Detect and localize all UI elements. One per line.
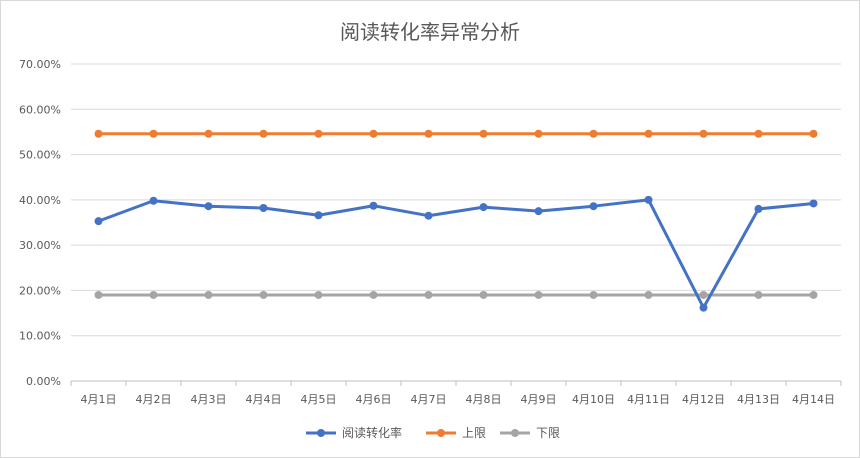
legend-label: 下限 [536, 426, 560, 440]
data-point [94, 290, 103, 299]
axes: 0.00% 10.00% 20.00% 30.00% 40.00% 50.00% 60.00… [19, 58, 842, 406]
data-point [204, 129, 213, 138]
x-tick-label: 4月3日 [191, 393, 227, 406]
legend: 阅读转化率 上限 下限 [306, 425, 560, 440]
data-point [259, 290, 268, 299]
data-point [754, 290, 763, 299]
x-tick-label: 4月6日 [356, 393, 392, 406]
data-point [479, 203, 488, 212]
x-tick-label: 4月1日 [81, 393, 117, 406]
x-tick-label: 4月12日 [682, 393, 725, 406]
data-point [204, 290, 213, 299]
data-point [809, 199, 818, 208]
x-tick-label: 4月10日 [572, 393, 615, 406]
x-tick-label: 4月14日 [792, 393, 835, 406]
x-tick-label: 4月9日 [521, 393, 557, 406]
x-tick-label: 4月8日 [466, 393, 502, 406]
x-tick-label: 4月11日 [627, 393, 670, 406]
legend-label: 上限 [462, 426, 486, 440]
series-2 [94, 290, 818, 299]
data-point [314, 290, 323, 299]
data-point [644, 195, 653, 204]
y-tick-label: 10.00% [19, 330, 61, 343]
y-tick-label: 50.00% [19, 149, 61, 162]
series-0 [94, 195, 818, 312]
data-point [314, 129, 323, 138]
data-point [369, 290, 378, 299]
data-point [259, 129, 268, 138]
y-tick-label: 40.00% [19, 194, 61, 207]
data-point [94, 129, 103, 138]
data-point [149, 196, 158, 205]
series-line [97, 198, 814, 310]
legend-item: 阅读转化率 [306, 425, 402, 440]
series-1 [94, 129, 818, 138]
data-point [644, 290, 653, 299]
legend-label: 阅读转化率 [342, 425, 402, 440]
legend-swatch-marker [437, 429, 445, 437]
data-point [424, 129, 433, 138]
legend-item: 上限 [426, 426, 486, 440]
y-tick-label: 0.00% [26, 375, 61, 388]
data-point [589, 202, 598, 211]
data-point [589, 129, 598, 138]
chart-title: 阅读转化率异常分析 [340, 20, 520, 44]
legend-swatch-marker [511, 429, 519, 437]
data-point [369, 129, 378, 138]
data-point [534, 207, 543, 216]
y-tick-label: 70.00% [19, 58, 61, 71]
data-point [204, 202, 213, 211]
data-point [424, 290, 433, 299]
x-tick-label: 4月7日 [411, 393, 447, 406]
x-tick-label: 4月2日 [136, 393, 172, 406]
data-point [809, 129, 818, 138]
y-tick-label: 20.00% [19, 284, 61, 297]
data-point [479, 129, 488, 138]
y-tick-label: 30.00% [19, 239, 61, 252]
data-point [534, 129, 543, 138]
data-point [644, 129, 653, 138]
x-tick-label: 4月5日 [301, 393, 337, 406]
data-point [149, 290, 158, 299]
data-point [479, 290, 488, 299]
legend-item: 下限 [500, 426, 560, 440]
x-tick-label: 4月4日 [246, 393, 282, 406]
data-point [809, 290, 818, 299]
x-tick-label: 4月13日 [737, 393, 780, 406]
data-point [754, 204, 763, 213]
data-point [699, 129, 708, 138]
data-point [534, 290, 543, 299]
data-point [259, 204, 268, 213]
data-point [149, 129, 158, 138]
legend-swatch-marker [317, 429, 325, 437]
data-point [314, 211, 323, 220]
y-tick-label: 60.00% [19, 103, 61, 116]
series-lines [94, 129, 818, 312]
data-point [699, 303, 708, 312]
data-point [589, 290, 598, 299]
gridlines [71, 63, 841, 337]
data-point [699, 290, 708, 299]
data-point [94, 217, 103, 226]
data-point [424, 211, 433, 220]
data-point [369, 201, 378, 210]
data-point [754, 129, 763, 138]
